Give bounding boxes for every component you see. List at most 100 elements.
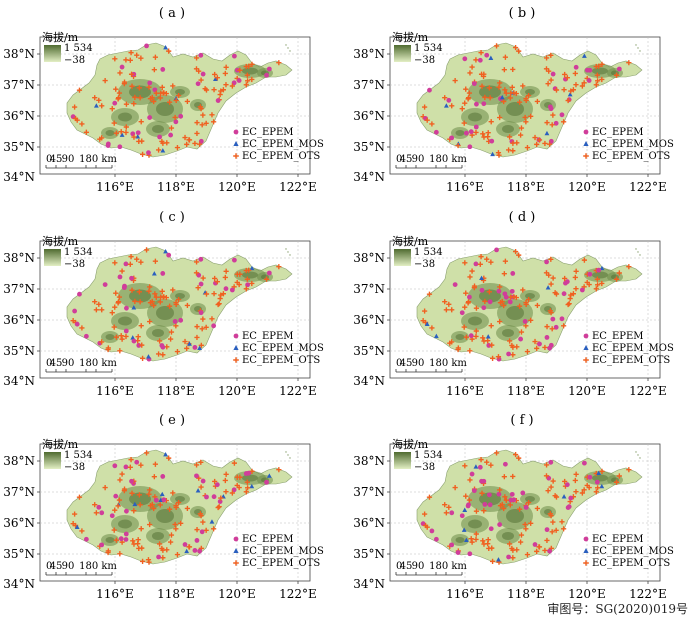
station-marker-ec-epem-ots xyxy=(99,307,105,313)
mountain-terrain xyxy=(118,519,132,529)
lat-label: 36°N xyxy=(353,109,385,123)
station-marker-ec-epem-mos xyxy=(131,305,137,310)
station-marker-ec-epem-ots xyxy=(92,502,98,508)
station-marker-ec-epem-ots xyxy=(138,462,144,468)
island xyxy=(637,251,639,253)
station-marker-ec-epem xyxy=(518,336,524,342)
station-marker-ec-epem-ots xyxy=(212,71,218,78)
station-marker-ec-epem xyxy=(471,488,477,494)
panel-label: ( c ) xyxy=(159,210,185,225)
station-marker-ec-epem-ots xyxy=(595,282,601,288)
panel-label: ( e ) xyxy=(159,413,185,428)
station-marker-ec-epem-ots xyxy=(117,348,123,354)
station-marker-ec-epem-ots xyxy=(173,323,179,329)
station-marker-ec-epem-ots xyxy=(481,338,487,344)
station-marker-ec-epem-ots xyxy=(276,467,282,473)
lon-label: 116°E xyxy=(96,384,134,398)
station-marker-ec-epem-ots xyxy=(505,147,512,153)
station-marker-ec-epem-ots xyxy=(173,504,179,510)
scale-bar-label: 0 xyxy=(46,561,52,572)
lat-label: 34°N xyxy=(3,170,35,184)
station-marker-ec-epem xyxy=(468,333,474,339)
lon-label: 120°E xyxy=(218,384,256,398)
station-marker-ec-epem-ots xyxy=(121,81,127,87)
station-marker-ec-epem-ots xyxy=(194,324,200,330)
station-marker-ec-epem-ots xyxy=(143,450,150,456)
scale-bar-label: 0 xyxy=(46,154,52,165)
station-marker-ec-epem-ots xyxy=(573,286,579,292)
station-marker-ec-epem-mos xyxy=(567,91,573,97)
station-marker-ec-epem-mos xyxy=(151,271,157,276)
station-marker-ec-epem-mos xyxy=(561,494,567,499)
station-marker-ec-epem-ots xyxy=(174,145,181,151)
station-marker-ec-epem-ots xyxy=(151,474,157,480)
station-marker-ec-epem-ots xyxy=(496,84,502,90)
scale-bar-label: 90 xyxy=(412,154,425,165)
station-marker-ec-epem-ots xyxy=(501,302,507,309)
station-marker-ec-epem-ots xyxy=(429,325,435,331)
station-marker-ec-epem xyxy=(105,143,111,148)
station-marker-ec-epem-ots xyxy=(523,323,529,329)
lat-label: 37°N xyxy=(353,485,385,499)
station-marker-ec-epem-ots xyxy=(510,555,516,561)
station-marker-ec-epem-ots xyxy=(465,300,471,306)
station-marker-ec-epem xyxy=(96,504,102,510)
station-marker-ec-epem-mos xyxy=(463,537,469,543)
station-marker-ec-epem-ots xyxy=(487,95,493,101)
station-marker-ec-epem-ots xyxy=(518,329,525,335)
station-marker-ec-epem-ots xyxy=(203,291,210,297)
station-marker-ec-epem xyxy=(502,461,508,467)
station-marker-ec-epem-ots xyxy=(547,141,553,147)
station-marker-ec-epem-ots xyxy=(115,503,121,509)
station-marker-ec-epem xyxy=(266,66,272,72)
station-marker-ec-epem-ots xyxy=(152,461,158,467)
station-marker-ec-epem xyxy=(564,279,570,285)
station-marker-ec-epem xyxy=(196,272,202,278)
station-marker-ec-epem-mos xyxy=(195,488,201,493)
station-marker-ec-epem-ots xyxy=(112,260,118,266)
legend-symbol-triangle xyxy=(233,345,239,350)
station-legend-label: EC_EPEM xyxy=(592,534,644,545)
station-marker-ec-epem-ots xyxy=(223,82,229,88)
station-marker-ec-epem-ots xyxy=(442,95,448,101)
scale-bar-label: 0 xyxy=(396,358,402,369)
mountain-terrain xyxy=(242,474,258,482)
station-marker-ec-epem-mos xyxy=(159,491,165,497)
station-marker-ec-epem xyxy=(479,478,484,484)
station-marker-ec-epem xyxy=(166,252,172,258)
station-marker-ec-epem-ots xyxy=(157,502,163,508)
elevation-legend: 海拔/m1 534−38 xyxy=(392,437,443,473)
station-marker-ec-epem-ots xyxy=(481,508,487,514)
station-marker-ec-epem-ots xyxy=(579,490,585,496)
station-marker-ec-epem-ots xyxy=(486,289,492,295)
station-marker-ec-epem xyxy=(123,464,129,470)
station-marker-ec-epem-mos xyxy=(596,470,602,475)
station-marker-ec-epem-ots xyxy=(79,528,85,534)
station-marker-ec-epem-ots xyxy=(449,307,455,313)
station-marker-ec-epem-ots xyxy=(542,344,548,351)
station-marker-ec-epem xyxy=(172,319,178,324)
station-marker-ec-epem-ots xyxy=(510,148,516,154)
station-marker-ec-epem-ots xyxy=(523,97,529,103)
mountain-terrain xyxy=(592,271,608,279)
station-marker-ec-epem-ots xyxy=(121,488,127,494)
station-marker-ec-epem xyxy=(135,130,141,136)
island xyxy=(289,457,291,459)
station-marker-ec-epem-ots xyxy=(93,307,99,313)
station-marker-ec-epem-ots xyxy=(139,355,146,361)
station-marker-ec-epem xyxy=(509,288,515,294)
station-marker-ec-epem-ots xyxy=(455,346,461,353)
station-marker-ec-epem-ots xyxy=(512,451,519,458)
station-marker-ec-epem-ots xyxy=(534,548,540,554)
legend-symbol-triangle xyxy=(583,548,589,553)
station-marker-ec-epem xyxy=(520,490,526,496)
station-marker-ec-epem-ots xyxy=(422,511,428,517)
station-marker-ec-epem-ots xyxy=(473,305,480,311)
station-marker-ec-epem-ots xyxy=(113,334,119,340)
lon-label: 118°E xyxy=(507,587,545,601)
station-marker-ec-epem-ots xyxy=(553,291,560,297)
station-marker-ec-epem-ots xyxy=(113,537,119,543)
station-marker-ec-epem-mos xyxy=(433,333,439,339)
station-marker-ec-epem xyxy=(173,119,179,125)
elevation-max-label: 1 534 xyxy=(414,43,443,54)
